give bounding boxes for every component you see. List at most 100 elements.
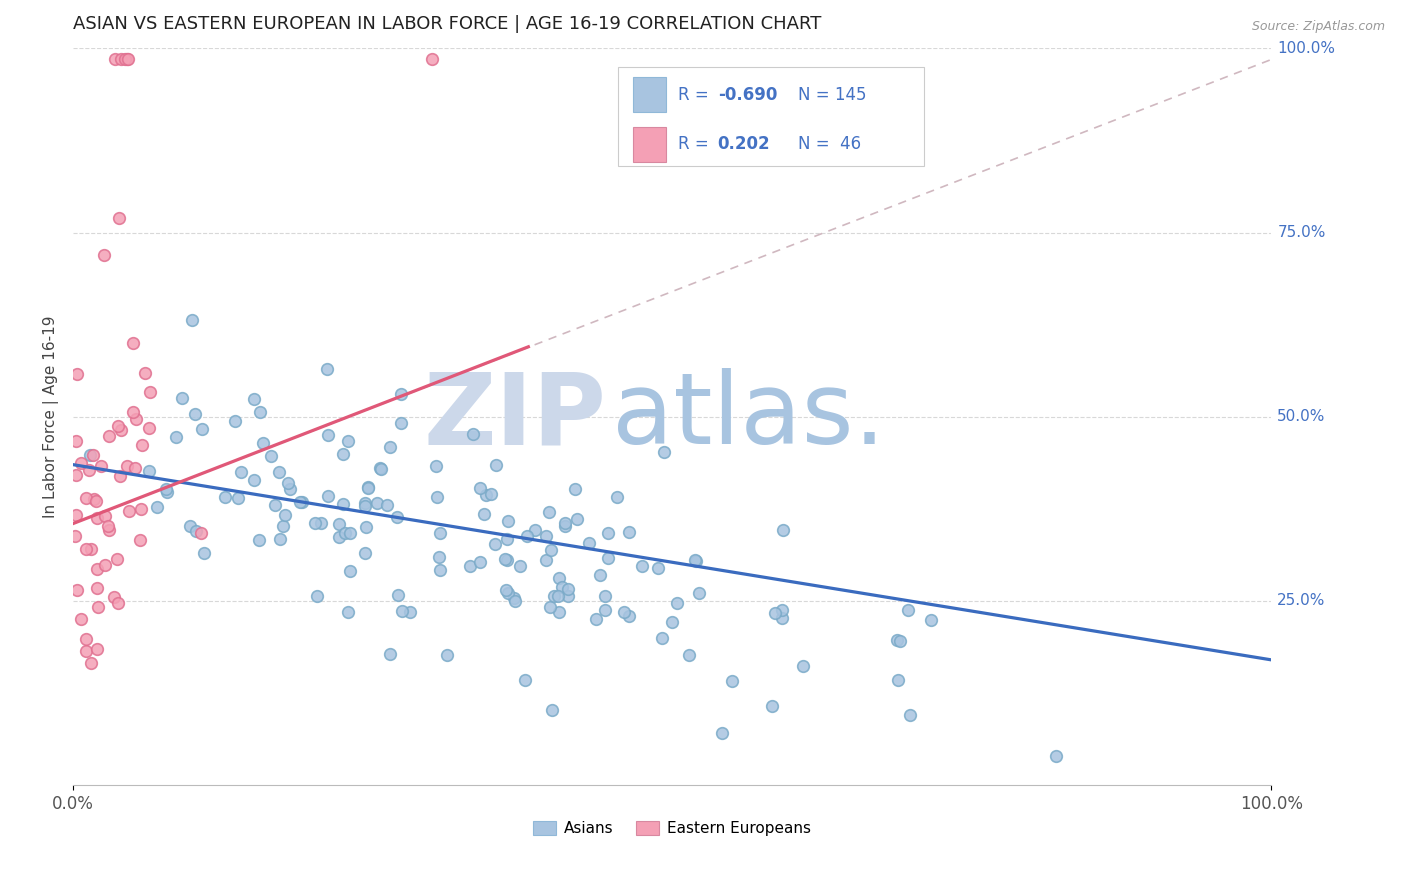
Point — [354, 496, 377, 510]
Point — [685, 554, 707, 568]
Point — [86, 511, 108, 525]
Point — [536, 553, 558, 567]
Point — [77, 463, 100, 477]
Point — [509, 559, 531, 574]
Point — [606, 490, 628, 504]
Point — [516, 529, 538, 543]
Point — [389, 416, 412, 430]
Point — [523, 523, 546, 537]
Point — [631, 559, 654, 574]
Point — [117, 458, 139, 473]
Point — [131, 437, 153, 451]
Point — [75, 542, 97, 557]
Point — [399, 605, 422, 619]
Point — [898, 707, 921, 722]
Point — [70, 457, 93, 471]
Point — [267, 466, 290, 480]
Point — [94, 558, 117, 572]
Point — [226, 491, 249, 505]
Point — [458, 559, 481, 574]
Point — [65, 468, 87, 483]
Point — [647, 561, 669, 575]
Point — [598, 526, 620, 541]
Point — [316, 362, 339, 376]
Point — [271, 519, 294, 533]
Point — [357, 480, 380, 494]
Point — [122, 336, 145, 351]
Point — [557, 590, 579, 604]
Point — [65, 434, 87, 449]
Point — [309, 516, 332, 531]
Bar — [633, 77, 666, 112]
Point — [475, 488, 498, 502]
Text: atlas.: atlas. — [612, 368, 886, 466]
Point — [547, 605, 569, 619]
Point — [291, 495, 314, 509]
Point — [328, 530, 350, 544]
Point — [146, 500, 169, 514]
Bar — [633, 127, 666, 162]
Point — [387, 588, 409, 602]
Point — [269, 532, 291, 546]
Point — [557, 582, 579, 597]
Point — [104, 53, 127, 67]
Point — [792, 658, 814, 673]
Point — [772, 523, 794, 537]
Point — [138, 464, 160, 478]
Point — [249, 405, 271, 419]
Point — [191, 422, 214, 436]
Point — [165, 429, 187, 443]
Point — [357, 481, 380, 495]
Point — [186, 524, 208, 538]
Point — [595, 603, 617, 617]
Point — [107, 418, 129, 433]
Point — [124, 412, 146, 426]
Text: -0.690: -0.690 — [717, 86, 778, 103]
Point — [461, 427, 484, 442]
Point — [288, 495, 311, 509]
Point — [761, 699, 783, 714]
Point — [260, 449, 283, 463]
Point — [688, 586, 710, 600]
Point — [339, 564, 361, 578]
Point — [425, 459, 447, 474]
Point — [436, 648, 458, 662]
FancyBboxPatch shape — [619, 67, 924, 166]
Point — [316, 428, 339, 442]
Point — [122, 405, 145, 419]
Text: 100.0%: 100.0% — [1277, 41, 1336, 56]
Point — [354, 546, 377, 560]
Point — [495, 532, 517, 546]
Point — [86, 581, 108, 595]
Point — [429, 563, 451, 577]
Point — [564, 482, 586, 496]
Point — [495, 553, 517, 567]
Point — [503, 591, 526, 605]
Point — [274, 508, 297, 523]
Point — [229, 466, 252, 480]
Point — [108, 469, 131, 483]
Point — [247, 533, 270, 547]
Point — [86, 562, 108, 576]
Point — [138, 421, 160, 435]
Point — [651, 631, 673, 645]
Point — [110, 423, 132, 437]
Point — [75, 491, 97, 505]
Point — [534, 529, 557, 543]
Point — [589, 568, 612, 582]
Point — [117, 53, 139, 67]
Point — [593, 589, 616, 603]
Text: 50.0%: 50.0% — [1277, 409, 1326, 425]
Point — [485, 458, 508, 472]
Point — [155, 482, 177, 496]
Point — [886, 632, 908, 647]
Point — [115, 53, 138, 67]
Point — [661, 615, 683, 629]
Legend: Asians, Eastern Europeans: Asians, Eastern Europeans — [533, 822, 811, 837]
Point — [65, 508, 87, 522]
Point — [114, 53, 136, 67]
Point — [243, 392, 266, 406]
Point — [538, 599, 561, 614]
Point — [683, 553, 706, 567]
Point — [107, 211, 129, 225]
